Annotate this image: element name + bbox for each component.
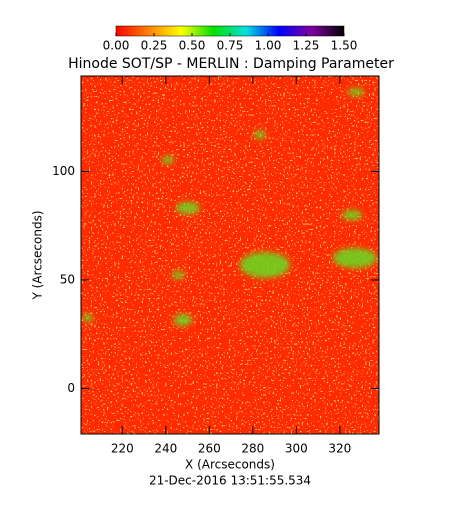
colorbar-tick-label: 0.00	[103, 39, 130, 53]
plot-frame	[80, 75, 380, 435]
timestamp: 21-Dec-2016 13:51:55.534	[149, 474, 311, 488]
x-tick-label: 300	[285, 442, 308, 456]
chart-title: Hinode SOT/SP - MERLIN : Damping Paramet…	[68, 56, 394, 72]
colorbar-tick-label: 1.00	[255, 39, 282, 53]
heatmap-image	[81, 76, 379, 434]
colorbar-tick-label: 0.25	[141, 39, 168, 53]
colorbar-tick-label: 0.75	[217, 39, 244, 53]
colorbar-tick-label: 0.50	[179, 39, 206, 53]
y-tick-label: 0	[67, 381, 75, 395]
colorbar-tick-label: 1.50	[331, 39, 358, 53]
colorbar-tick-label: 1.25	[293, 39, 320, 53]
x-axis-label: X (Arcseconds)	[185, 458, 275, 472]
x-tick-label: 220	[111, 442, 134, 456]
x-tick-label: 260	[198, 442, 221, 456]
x-tick-label: 320	[328, 442, 351, 456]
x-tick-label: 240	[154, 442, 177, 456]
y-tick-label: 100	[52, 164, 75, 178]
y-axis-label: Y (Arcseconds)	[31, 210, 45, 300]
x-tick-label: 280	[241, 442, 264, 456]
y-tick-label: 50	[60, 272, 75, 286]
